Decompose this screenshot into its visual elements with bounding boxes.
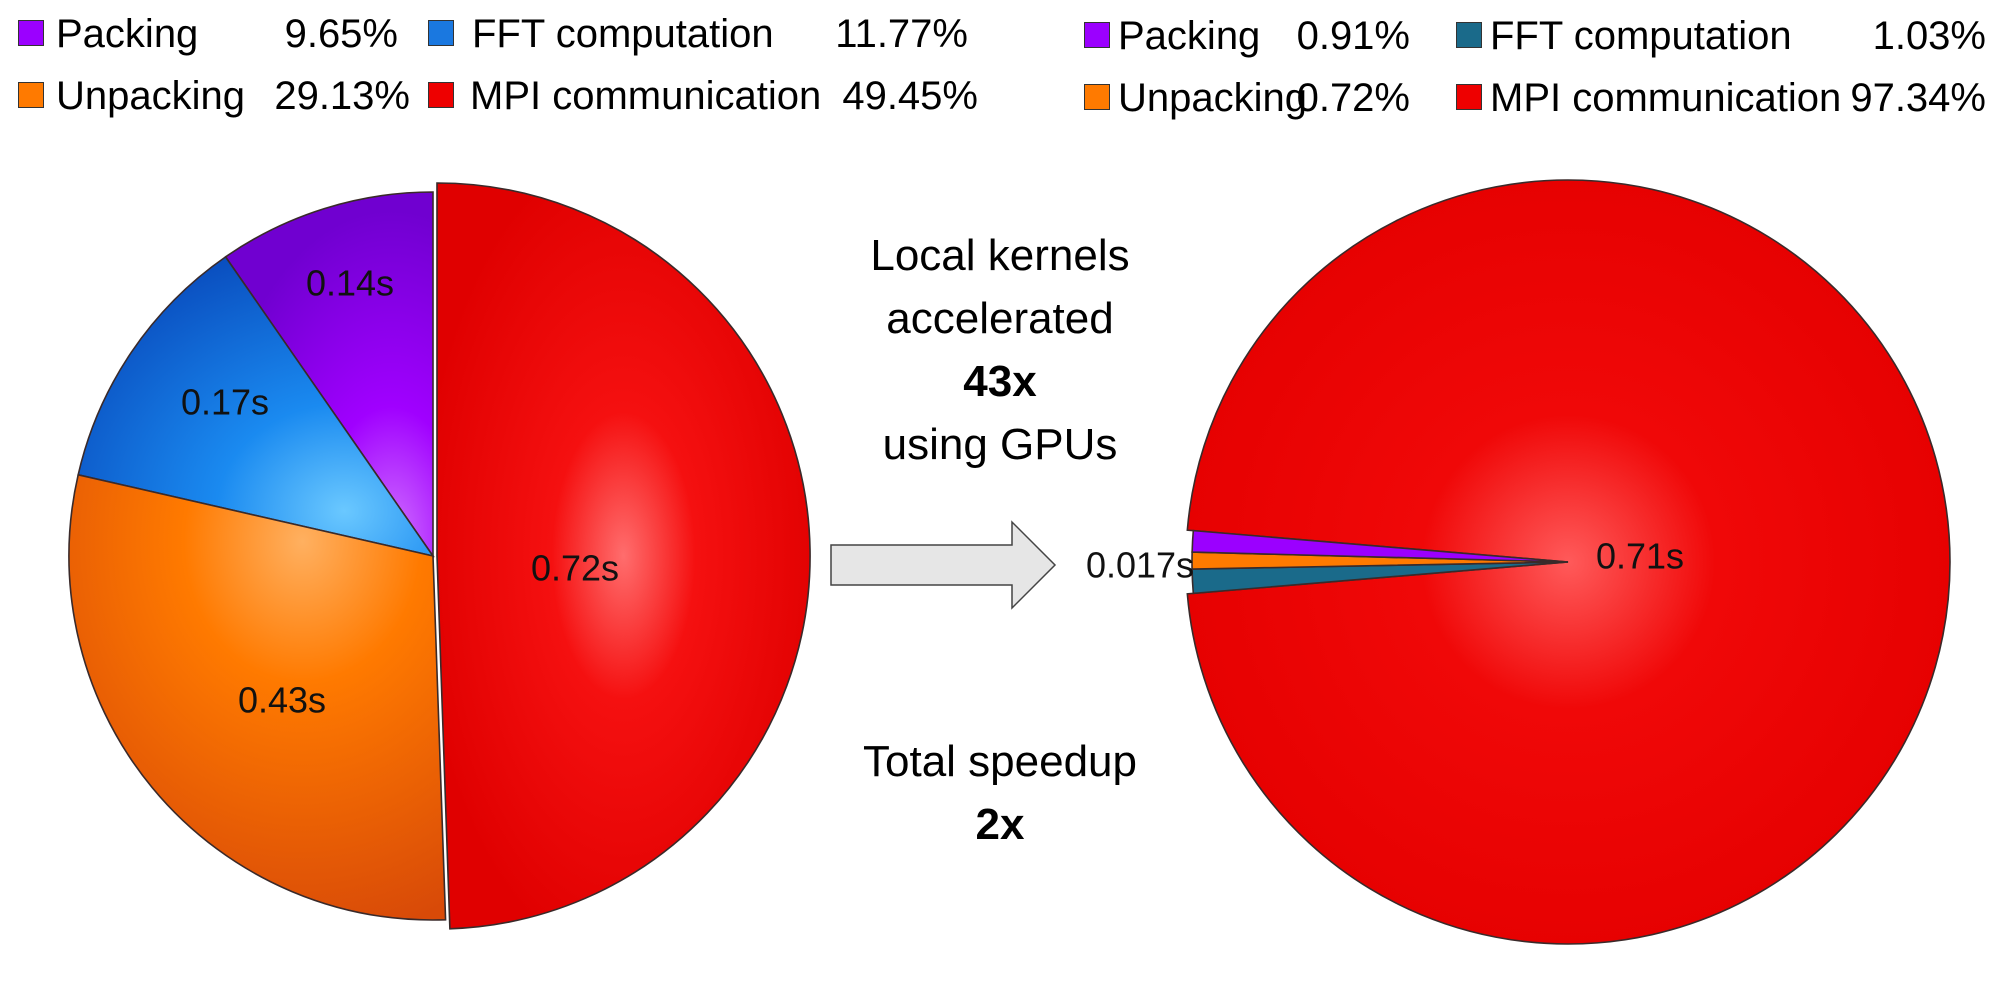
- legend-label: MPI communication: [1490, 76, 1842, 120]
- legend-swatch-mpi: [428, 82, 454, 108]
- legend-value: 11.77%: [835, 12, 968, 56]
- legend-value: 1.03%: [1872, 14, 1986, 58]
- pie-left: 0.14s 0.17s 0.43s 0.72s: [68, 182, 811, 930]
- legend-label: Packing: [1118, 14, 1261, 58]
- arrow-right-icon: [830, 520, 1057, 610]
- legend-value: 49.45%: [842, 74, 978, 118]
- legend-value: 0.91%: [1296, 14, 1410, 58]
- pie-right: 0.017s 0.71s: [1086, 179, 1951, 945]
- legend-label: Packing: [56, 12, 199, 56]
- legend-value: 97.34%: [1850, 76, 1986, 120]
- annotation-line: using GPUs: [882, 420, 1118, 469]
- annotation-total-factor: 2x: [975, 800, 1025, 849]
- legend-label: FFT computation: [1490, 14, 1792, 58]
- slice-packing: [224, 191, 434, 559]
- legend-label: MPI communication: [470, 74, 822, 118]
- slice-label-small: 0.017s: [1086, 545, 1194, 586]
- annotation-line: Total speedup: [863, 737, 1137, 786]
- legend-swatch-packing: [1084, 22, 1110, 48]
- legend-left: Packing 9.65% FFT computation 11.77% Unp…: [0, 0, 1000, 130]
- slice-label-packing: 0.14s: [306, 263, 394, 304]
- annotation-line: Local kernels: [870, 231, 1130, 280]
- legend-value: 0.72%: [1296, 76, 1410, 120]
- legend-right: Packing 0.91% FFT computation 1.03% Unpa…: [1000, 0, 1992, 130]
- annotation-line: accelerated: [886, 294, 1114, 343]
- slice-fft: [77, 255, 435, 558]
- legend-label: Unpacking: [56, 74, 246, 118]
- slice-label-fft: 0.17s: [181, 382, 269, 423]
- legend-value: 29.13%: [274, 74, 410, 118]
- total-speedup-annotation: Total speedup 2x: [800, 730, 1200, 856]
- slice-label-mpi: 0.71s: [1596, 536, 1684, 577]
- slice-label-unpacking: 0.43s: [238, 680, 326, 721]
- legend-value: 9.65%: [284, 12, 398, 56]
- legend-swatch-mpi: [1456, 84, 1482, 110]
- slice-packing: [1191, 529, 1569, 563]
- slice-mpi: [1186, 179, 1951, 945]
- legend-label: Unpacking: [1118, 76, 1308, 120]
- legend-swatch-unpacking: [18, 82, 44, 108]
- slice-label-mpi: 0.72s: [531, 548, 619, 589]
- legend-swatch-fft: [1456, 22, 1482, 48]
- slice-unpacking: [68, 473, 447, 921]
- legend-swatch-unpacking: [1084, 84, 1110, 110]
- legend-swatch-fft: [428, 20, 454, 46]
- speedup-annotation: Local kernels accelerated 43x using GPUs: [800, 224, 1200, 476]
- legend-swatch-packing: [18, 20, 44, 46]
- annotation-accel-factor: 43x: [963, 357, 1037, 406]
- legend-label: FFT computation: [472, 12, 774, 56]
- slice-mpi: [436, 182, 811, 930]
